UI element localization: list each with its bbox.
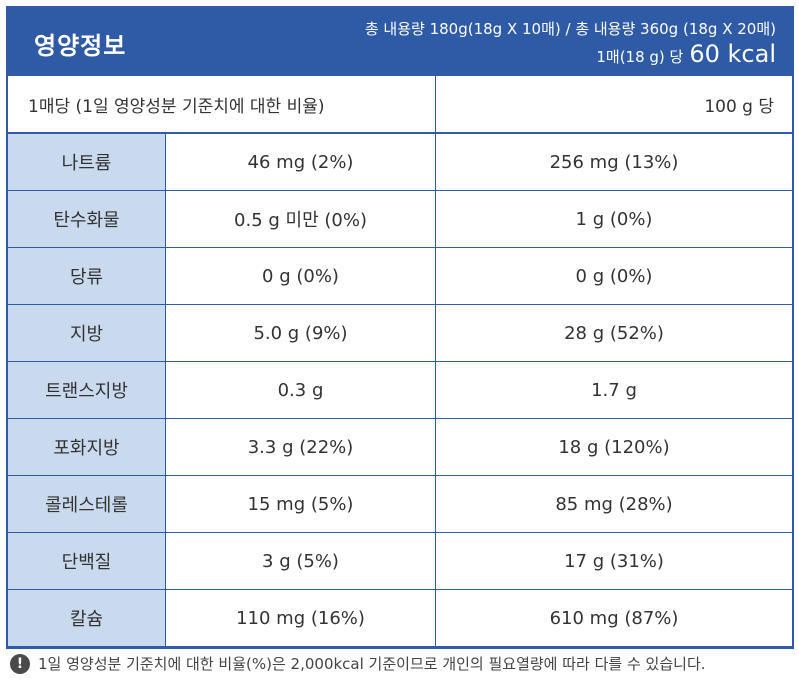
value-per-sheet: 15 mg (5%)	[166, 476, 436, 532]
nutrient-name: 트랜스지방	[8, 362, 166, 418]
table-row: 탄수화물 0.5 g 미만 (0%) 1 g (0%)	[8, 191, 792, 248]
value-per-100g: 18 g (120%)	[558, 436, 670, 458]
serving-calories: 1매(18 g) 당 60 kcal	[596, 40, 776, 68]
column-header-per-sheet: 1매당 (1일 영양성분 기준치에 대한 비율)	[8, 76, 436, 132]
value-per-sheet: 3 g (5%)	[166, 533, 436, 589]
footnote-text: 1일 영양성분 기준치에 대한 비율(%)은 2,000kcal 기준이므로 개…	[38, 655, 706, 673]
nutrition-header: 영양정보 총 내용량 180g(18g X 10매) / 총 내용량 360g …	[8, 8, 792, 76]
nutrient-name: 콜레스테롤	[8, 476, 166, 532]
nutrition-facts-panel: 영양정보 총 내용량 180g(18g X 10매) / 총 내용량 360g …	[6, 6, 794, 649]
value-per-sheet: 3.3 g (22%)	[166, 419, 436, 475]
value-per-sheet: 0.5 g 미만 (0%)	[166, 191, 436, 247]
value-per-100g: 610 mg (87%)	[549, 607, 679, 629]
value-per-100g: 28 g (52%)	[564, 322, 664, 344]
nutrient-name: 단백질	[8, 533, 166, 589]
table-row: 나트륨 46 mg (2%) 256 mg (13%)	[8, 134, 792, 191]
value-per-100g: 80 mg	[436, 647, 792, 649]
nutrient-name: 탄수화물	[8, 191, 166, 247]
footnote: ! 1일 영양성분 기준치에 대한 비율(%)은 2,000kcal 기준이므로…	[10, 653, 706, 674]
nutrition-table: 1매당 (1일 영양성분 기준치에 대한 비율) 100 g 당 나트륨 46 m…	[8, 76, 792, 649]
nutrition-title: 영양정보	[34, 32, 127, 60]
calories-value: 60 kcal	[689, 40, 776, 68]
nutrient-name: 칼슘	[8, 590, 166, 646]
value-per-sheet: 110 mg (16%)	[166, 590, 436, 646]
table-row: 당류 0 g (0%) 0 g (0%)	[8, 248, 792, 305]
table-row: 오메가3지방산15 mg80 mg	[8, 647, 792, 649]
value-per-100g: 1 g (0%)	[575, 208, 653, 230]
table-row: 칼슘 110 mg (16%) 610 mg (87%)	[8, 590, 792, 647]
nutrient-name: 지방	[8, 305, 166, 361]
nutrient-name: 나트륨	[8, 134, 166, 190]
value-per-100g: 17 g (31%)	[564, 550, 664, 572]
value-per-100g: 85 mg (28%)	[555, 493, 673, 515]
value-per-sheet: 15 mg	[166, 647, 436, 649]
value-per-sheet: 5.0 g (9%)	[166, 305, 436, 361]
nutrient-name: 오메가3지방산	[8, 647, 166, 649]
value-per-sheet: 46 mg (2%)	[166, 134, 436, 190]
total-contents: 총 내용량 180g(18g X 10매) / 총 내용량 360g (18g …	[364, 20, 776, 38]
value-per-100g: 256 mg (13%)	[549, 151, 679, 173]
value-per-100g: 0 g (0%)	[575, 265, 653, 287]
table-row: 포화지방 3.3 g (22%) 18 g (120%)	[8, 419, 792, 476]
nutrient-name: 포화지방	[8, 419, 166, 475]
table-row: 단백질 3 g (5%) 17 g (31%)	[8, 533, 792, 590]
serving-size: 1매(18 g) 당	[596, 48, 684, 66]
value-per-100g: 1.7 g	[591, 379, 637, 401]
warning-icon: !	[10, 653, 30, 674]
table-row: 콜레스테롤 15 mg (5%) 85 mg (28%)	[8, 476, 792, 533]
table-row: 지방 5.0 g (9%) 28 g (52%)	[8, 305, 792, 362]
column-header-per-100g: 100 g 당	[704, 96, 774, 117]
table-row: 트랜스지방 0.3 g 1.7 g	[8, 362, 792, 419]
table-header-row: 1매당 (1일 영양성분 기준치에 대한 비율) 100 g 당	[8, 76, 792, 134]
value-per-sheet: 0 g (0%)	[166, 248, 436, 304]
nutrient-name: 당류	[8, 248, 166, 304]
value-per-sheet: 0.3 g	[166, 362, 436, 418]
